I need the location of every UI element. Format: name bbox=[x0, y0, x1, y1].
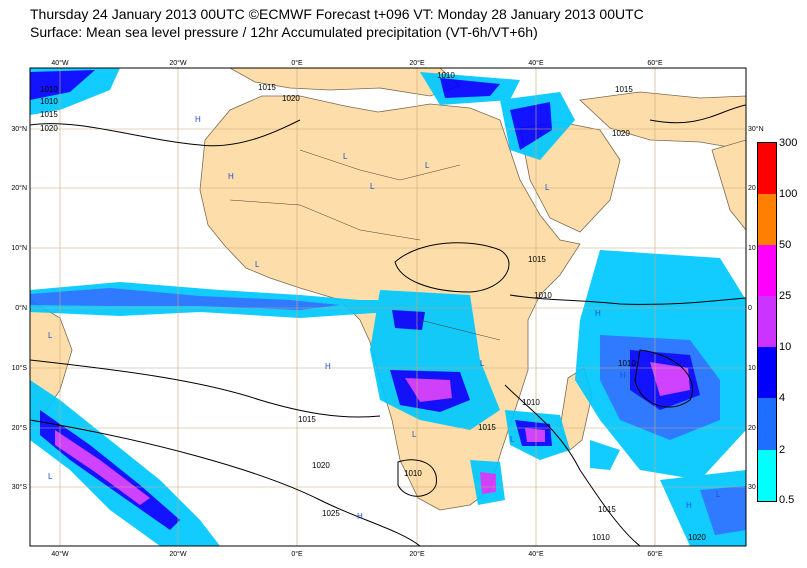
legend-swatch bbox=[758, 347, 776, 398]
lat-label-left: 30°N bbox=[11, 125, 27, 133]
isobar-label: 1010 bbox=[618, 359, 636, 368]
precip-bands bbox=[30, 68, 746, 546]
isobar-label: 1010 bbox=[40, 97, 58, 106]
high-center-marker: H bbox=[195, 115, 201, 124]
legend-label: 2 bbox=[779, 444, 786, 456]
lat-label-left: 20°S bbox=[12, 424, 28, 432]
low-center-marker: L bbox=[480, 359, 485, 368]
precip-legend-bar bbox=[757, 142, 777, 502]
isobar-label: 1025 bbox=[322, 509, 340, 518]
isobar-label: 1020 bbox=[40, 124, 58, 133]
low-center-marker: L bbox=[370, 182, 375, 191]
isobar-label: 1010 bbox=[592, 533, 610, 542]
isobar-label: 1010 bbox=[534, 291, 552, 300]
legend-swatch bbox=[758, 296, 776, 347]
land-india bbox=[711, 139, 746, 231]
lon-label-bottom: 0°E bbox=[291, 550, 303, 558]
legend-label: 0.5 bbox=[779, 494, 795, 506]
isobars bbox=[30, 104, 746, 546]
land-europe bbox=[229, 68, 461, 97]
lat-label-right: 20 bbox=[748, 425, 756, 432]
isobar-label: 1010 bbox=[522, 398, 540, 407]
lat-label-left: 10°S bbox=[12, 364, 28, 372]
legend-label: 4 bbox=[779, 392, 786, 404]
legend-swatch bbox=[758, 398, 776, 450]
lat-label-right: 10 bbox=[748, 365, 756, 372]
low-center-marker: L bbox=[48, 472, 53, 481]
country-borders bbox=[229, 149, 501, 341]
low-center-marker: L bbox=[716, 490, 721, 499]
lon-label-top: 40°W bbox=[51, 59, 69, 67]
high-center-marker: H bbox=[357, 512, 363, 521]
legend-label: 10 bbox=[779, 341, 792, 353]
lon-label-top: 60°E bbox=[647, 59, 663, 67]
low-center-marker: L bbox=[425, 161, 430, 170]
lat-label-right: 0 bbox=[748, 305, 752, 312]
low-center-marker: L bbox=[255, 260, 260, 269]
legend-label: 25 bbox=[779, 290, 792, 302]
legend-label: 50 bbox=[779, 239, 792, 251]
lon-label-top: 20°E bbox=[409, 59, 425, 67]
low-center-marker: L bbox=[48, 331, 53, 340]
lon-label-top: 20°W bbox=[169, 59, 187, 67]
isobar-label: 1020 bbox=[612, 129, 630, 138]
lon-label-bottom: 60°E bbox=[647, 550, 663, 558]
lat-label-left: 30°S bbox=[12, 483, 28, 491]
lon-label-top: 0°E bbox=[291, 59, 303, 67]
legend-swatch bbox=[758, 194, 776, 245]
legend-label: 100 bbox=[779, 188, 798, 200]
map-title: Thursday 24 January 2013 00UTC ©ECMWF Fo… bbox=[30, 6, 644, 22]
high-center-marker: H bbox=[228, 172, 234, 181]
isobar-label: 1010 bbox=[437, 71, 455, 80]
lat-label-left: 0°N bbox=[15, 304, 27, 312]
high-center-marker: H bbox=[686, 501, 692, 510]
lon-label-bottom: 40°W bbox=[51, 550, 69, 558]
isobar-label: 1015 bbox=[478, 423, 496, 432]
low-center-marker: L bbox=[412, 430, 417, 439]
isobar-label: 1010 bbox=[40, 85, 58, 94]
lon-label-top: 40°E bbox=[528, 59, 544, 67]
legend-swatch bbox=[758, 245, 776, 296]
lat-label-right: 30 bbox=[748, 484, 756, 491]
isobar-label: 1020 bbox=[282, 94, 300, 103]
isobar-label: 1020 bbox=[688, 533, 706, 542]
graticule bbox=[30, 68, 746, 546]
lon-label-bottom: 20°W bbox=[169, 550, 187, 558]
lat-label-right: 10 bbox=[748, 245, 756, 252]
high-center-marker: H bbox=[620, 371, 626, 380]
isobar-label: 1015 bbox=[258, 83, 276, 92]
lon-label-bottom: 20°E bbox=[409, 550, 425, 558]
map-frame bbox=[29, 67, 747, 547]
isobar-label: 1015 bbox=[615, 85, 633, 94]
legend-label: 300 bbox=[779, 137, 798, 149]
map-subtitle: Surface: Mean sea level pressure / 12hr … bbox=[30, 24, 538, 40]
legend-swatch bbox=[758, 450, 776, 501]
isobar-label: 1015 bbox=[598, 505, 616, 514]
legend-swatch bbox=[758, 143, 776, 194]
high-center-marker: H bbox=[595, 309, 601, 318]
lon-label-bottom: 40°E bbox=[528, 550, 544, 558]
isobar-label: 1010 bbox=[404, 469, 422, 478]
isobar-label: 1015 bbox=[528, 255, 546, 264]
isobar-label: 1020 bbox=[312, 461, 330, 470]
lat-label-right: 30°N bbox=[748, 125, 764, 133]
low-center-marker: L bbox=[343, 152, 348, 161]
lat-label-right: 20 bbox=[748, 185, 756, 192]
land-iran bbox=[579, 91, 746, 151]
isobar-label: 1015 bbox=[40, 110, 58, 119]
lat-label-left: 20°N bbox=[11, 184, 27, 192]
low-center-marker: L bbox=[510, 435, 515, 444]
high-center-marker: H bbox=[325, 362, 331, 371]
low-center-marker: L bbox=[545, 183, 550, 192]
lat-label-left: 10°N bbox=[11, 244, 27, 252]
isobar-label: 1015 bbox=[298, 415, 316, 424]
